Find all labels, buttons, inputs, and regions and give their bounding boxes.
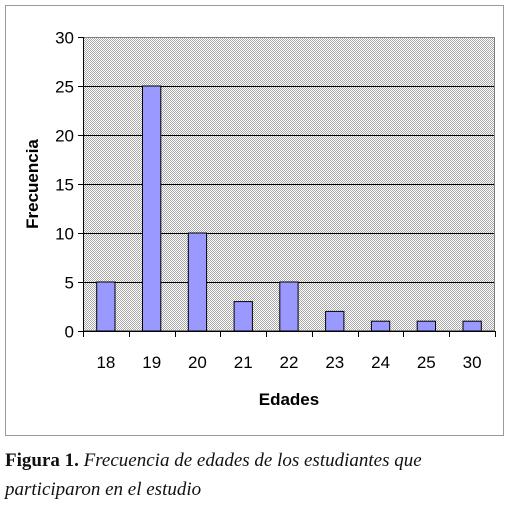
x-tick-label: 30	[463, 353, 482, 372]
y-axis-title: Frecuencia	[23, 139, 42, 229]
bar-20	[187, 232, 208, 332]
x-axis-title: Edades	[259, 390, 319, 409]
y-tick-label: 0	[65, 323, 74, 342]
y-tick-label: 20	[55, 127, 74, 146]
y-tick-label: 10	[55, 225, 74, 244]
x-tick-label: 20	[188, 353, 207, 372]
x-tick-label: 22	[280, 353, 299, 372]
y-tick-label: 25	[55, 78, 74, 97]
bar-25	[416, 320, 437, 332]
bar-23	[325, 310, 345, 332]
bar-19	[142, 85, 162, 332]
x-tick-label: 25	[417, 353, 436, 372]
bar-22	[279, 281, 299, 332]
bar-24	[370, 320, 391, 332]
bar-18	[96, 281, 116, 332]
caption-text: Frecuencia de edades de los estudiantes …	[5, 450, 422, 500]
bar-chart: 0 5 10 15 20 25 30 18 19 20 21 22 23 24 25 30 Edades F…	[23, 29, 496, 409]
x-tick-label: 24	[371, 353, 390, 372]
bar-21	[233, 301, 253, 332]
x-tick-label: 19	[142, 353, 161, 372]
caption-label: Figura 1.	[5, 450, 79, 471]
y-tick-label: 30	[55, 29, 74, 48]
y-tick-label: 15	[55, 176, 74, 195]
x-tick-label: 18	[96, 353, 115, 372]
x-tick-label: 23	[325, 353, 344, 372]
figure-caption: Figura 1. Frecuencia de edades de los es…	[5, 446, 504, 504]
bar-30	[462, 320, 482, 332]
y-tick-label: 5	[65, 274, 74, 293]
x-tick-label: 21	[234, 353, 253, 372]
